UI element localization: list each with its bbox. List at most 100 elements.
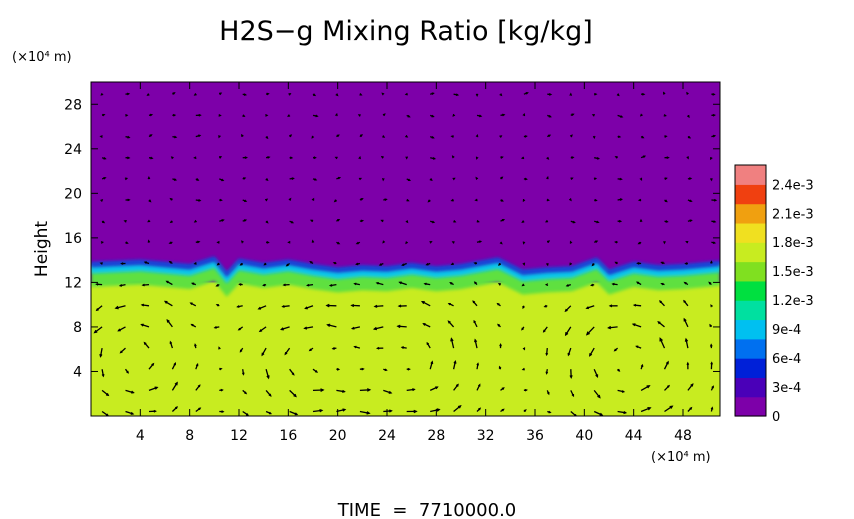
velocity-vector <box>284 347 291 356</box>
velocity-vector <box>242 177 247 180</box>
velocity-vector <box>476 219 480 223</box>
velocity-vector <box>664 199 668 203</box>
velocity-vector <box>218 92 223 96</box>
velocity-vector <box>710 385 714 391</box>
colorbar-swatch <box>735 377 766 398</box>
velocity-vector <box>336 134 340 138</box>
velocity-vector <box>659 300 665 307</box>
velocity-vector <box>325 303 337 308</box>
velocity-vector <box>497 323 501 328</box>
velocity-vector <box>429 241 433 244</box>
velocity-vector <box>473 281 478 286</box>
velocity-vector <box>710 361 714 370</box>
velocity-vector <box>169 197 173 201</box>
velocity-vector <box>663 113 667 117</box>
velocity-vector <box>683 281 689 286</box>
velocity-vector <box>453 404 462 413</box>
velocity-vector <box>476 407 482 412</box>
velocity-vector <box>381 178 385 182</box>
velocity-vector <box>522 241 526 245</box>
velocity-vector <box>430 408 441 413</box>
velocity-vector <box>687 199 693 203</box>
velocity-vector <box>585 326 595 336</box>
velocity-vector <box>406 178 411 182</box>
velocity-vector <box>328 283 337 287</box>
velocity-vector <box>264 198 269 202</box>
velocity-vector <box>101 157 107 160</box>
velocity-vector <box>312 368 319 373</box>
velocity-vector <box>289 368 295 376</box>
velocity-vector <box>373 304 384 308</box>
velocity-vector <box>427 199 431 203</box>
velocity-vector <box>542 326 548 333</box>
velocity-vector <box>257 305 267 310</box>
velocity-vector <box>148 409 157 413</box>
velocity-vector <box>637 198 642 202</box>
velocity-vector <box>406 198 410 202</box>
velocity-vector <box>590 283 595 287</box>
velocity-vector <box>406 409 418 414</box>
velocity-vector <box>406 367 411 371</box>
velocity-vector <box>241 133 244 137</box>
velocity-vector <box>521 283 525 287</box>
velocity-vector <box>359 198 364 201</box>
velocity-vector <box>664 220 669 223</box>
velocity-vector <box>687 383 694 391</box>
velocity-vector <box>404 92 408 96</box>
velocity-vector <box>521 367 525 371</box>
velocity-vector <box>591 114 595 117</box>
colorbar-tick-label: 6e-4 <box>772 352 801 367</box>
velocity-vector <box>171 362 176 370</box>
velocity-vector <box>423 282 431 286</box>
velocity-vector <box>195 113 202 117</box>
velocity-vector <box>265 178 269 182</box>
plot-area <box>91 82 720 416</box>
velocity-vector <box>140 303 150 307</box>
velocity-vector <box>523 388 528 392</box>
velocity-vector <box>570 177 574 180</box>
x-tick-label: 36 <box>526 428 544 444</box>
velocity-vector <box>125 135 131 139</box>
velocity-vector <box>406 388 416 392</box>
velocity-vector <box>452 177 456 181</box>
velocity-vector <box>660 282 665 286</box>
y-tick-label: 8 <box>73 320 82 336</box>
velocity-vector <box>172 113 177 117</box>
y-tick-label: 28 <box>64 97 82 113</box>
velocity-vector <box>569 262 573 266</box>
velocity-vector <box>241 369 245 376</box>
velocity-vector <box>101 369 105 378</box>
velocity-vector <box>213 326 220 329</box>
velocity-vector <box>239 347 244 353</box>
velocity-vector <box>450 262 454 265</box>
velocity-vector <box>281 305 290 308</box>
velocity-vector <box>523 92 529 95</box>
velocity-vector <box>709 323 712 328</box>
velocity-vector <box>497 283 502 286</box>
velocity-vector <box>637 241 642 245</box>
velocity-vector <box>663 360 669 370</box>
velocity-vector <box>140 323 150 328</box>
velocity-vector <box>449 282 454 286</box>
velocity-vector <box>400 346 407 349</box>
colorbar-tick-label: 2.1e-3 <box>772 207 814 222</box>
velocity-vector <box>383 198 388 202</box>
velocity-vector <box>170 156 174 160</box>
velocity-vector <box>570 220 576 224</box>
velocity-vector <box>119 347 126 354</box>
velocity-vector <box>522 112 526 117</box>
velocity-vector <box>350 303 360 308</box>
velocity-vector <box>101 113 106 117</box>
velocity-vector <box>473 319 478 328</box>
velocity-vector <box>289 177 295 180</box>
velocity-vector <box>125 410 135 415</box>
velocity-vector <box>358 177 363 181</box>
velocity-vector <box>101 389 110 397</box>
velocity-vector <box>195 362 199 370</box>
velocity-vector <box>331 347 337 350</box>
velocity-vector <box>166 318 173 328</box>
velocity-vector <box>216 240 220 244</box>
velocity-vector <box>496 302 501 307</box>
velocity-vector <box>686 91 689 95</box>
velocity-vector <box>359 134 364 138</box>
